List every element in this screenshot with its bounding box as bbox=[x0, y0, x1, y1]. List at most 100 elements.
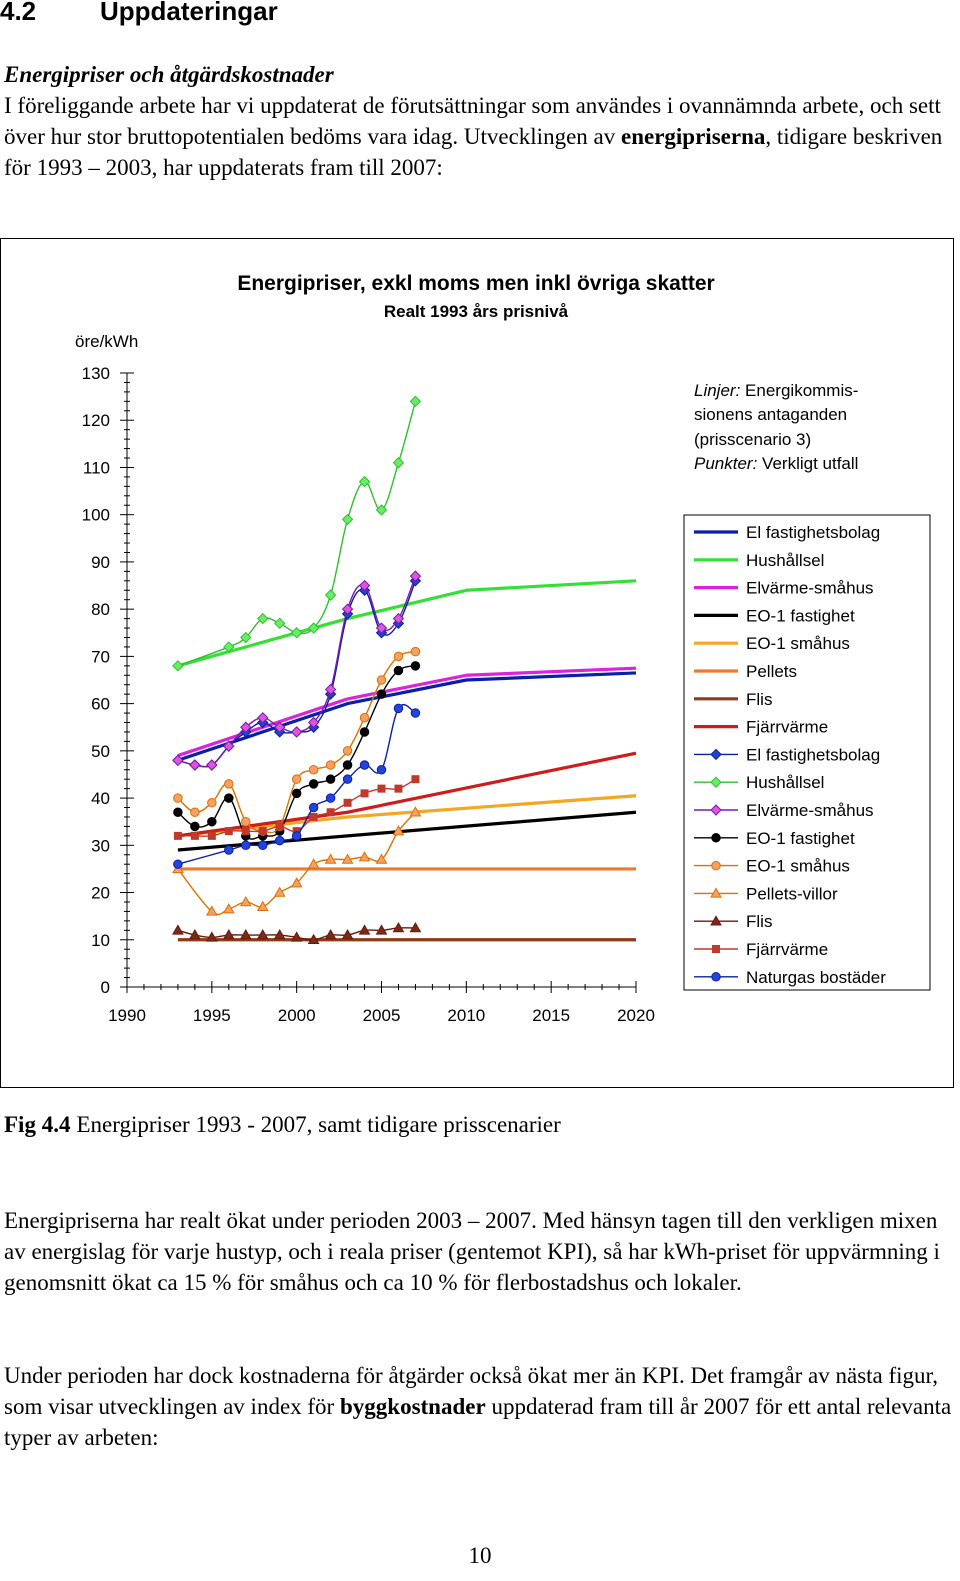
figure-label: Fig 4.4 bbox=[4, 1112, 71, 1137]
para3-text-2: uppdaterad fram till år 2007 för ett ant… bbox=[4, 1394, 952, 1450]
legend-label: Fjärrvärme bbox=[746, 940, 828, 959]
data-point bbox=[410, 661, 421, 671]
figure-caption-text: Energipriser 1993 - 2007, samt tidigare … bbox=[76, 1112, 561, 1137]
data-point bbox=[393, 703, 404, 714]
data-point bbox=[206, 759, 218, 771]
data-point bbox=[291, 831, 302, 841]
y-tick-label: 40 bbox=[91, 789, 110, 808]
data-point bbox=[341, 929, 354, 940]
subheading: Energipriser och åtgärdskostnader bbox=[4, 62, 334, 87]
data-point bbox=[392, 921, 405, 933]
data-point bbox=[240, 631, 252, 644]
data-point bbox=[172, 660, 184, 672]
data-point bbox=[409, 806, 422, 817]
data-point bbox=[308, 779, 319, 789]
legend-label: Hushållsel bbox=[746, 551, 824, 570]
data-point bbox=[290, 726, 303, 738]
section-number: 4.2 bbox=[0, 0, 37, 26]
actual-series-line bbox=[177, 575, 417, 768]
y-tick-label: 70 bbox=[91, 647, 110, 666]
paragraph-construction-costs: Under perioden har dock kostnaderna för … bbox=[4, 1360, 954, 1453]
data-point bbox=[326, 808, 335, 817]
legend-label: Elvärme-småhus bbox=[746, 801, 874, 820]
data-point bbox=[358, 475, 371, 488]
data-point bbox=[207, 798, 217, 808]
intro-bold-term: energipriserna bbox=[621, 124, 766, 149]
data-point bbox=[274, 835, 285, 846]
para3-bold-term: byggkostnader bbox=[339, 1394, 486, 1419]
data-point bbox=[307, 716, 320, 729]
legend-label: Pellets bbox=[746, 662, 797, 681]
data-point bbox=[409, 570, 422, 582]
data-point bbox=[223, 740, 235, 752]
y-tick-label: 120 bbox=[82, 411, 110, 430]
data-point bbox=[207, 831, 216, 840]
scenario-line bbox=[177, 666, 637, 758]
legend-label: Elvärme-småhus bbox=[746, 579, 874, 598]
section-heading: 4.2 Uppdateringar bbox=[0, 0, 278, 27]
data-point bbox=[377, 784, 386, 793]
data-point bbox=[223, 641, 235, 653]
data-point bbox=[343, 798, 352, 807]
data-point bbox=[325, 760, 336, 770]
data-point bbox=[341, 603, 354, 615]
legend-label: El fastighetsbolag bbox=[746, 523, 880, 542]
data-point bbox=[257, 712, 269, 724]
paragraph-price-development: Energipriserna har realt ökat under peri… bbox=[4, 1208, 940, 1295]
data-point bbox=[308, 802, 319, 813]
y-tick-label: 80 bbox=[91, 600, 110, 619]
legend-label: El fastighetsbolag bbox=[746, 745, 880, 764]
data-point bbox=[359, 727, 370, 737]
data-point bbox=[222, 929, 235, 940]
data-point bbox=[224, 793, 234, 803]
scenario-line bbox=[177, 810, 637, 852]
data-point bbox=[375, 924, 388, 935]
data-point bbox=[392, 825, 405, 836]
legend-label: Flis bbox=[746, 690, 772, 709]
scenario-line bbox=[177, 751, 637, 838]
x-tick-label: 2000 bbox=[278, 1006, 316, 1025]
chart-subtitle: Realt 1993 års prisnivå bbox=[384, 302, 569, 321]
x-tick-label: 2020 bbox=[617, 1006, 655, 1025]
chart-legend: El fastighetsbolag Hushållsel Elvärme-småh… bbox=[694, 523, 886, 987]
data-point bbox=[207, 816, 217, 827]
annotation-linjer-text-1: Energikommis- bbox=[745, 381, 858, 400]
legend-label: Naturgas bostäder bbox=[746, 968, 886, 987]
data-point bbox=[273, 617, 286, 630]
energy-price-chart: Energipriser, exkl moms men inkl övriga … bbox=[75, 272, 931, 1025]
svg-text:Linjer: Energikommis-: Linjer: Energikommis- bbox=[694, 381, 858, 400]
x-tick-label: 2015 bbox=[532, 1006, 570, 1025]
data-point bbox=[307, 622, 320, 634]
data-point bbox=[290, 627, 303, 639]
data-point bbox=[173, 807, 183, 817]
data-point bbox=[291, 774, 302, 784]
figure-caption: Fig 4.4 Energipriser 1993 - 2007, samt ti… bbox=[4, 1112, 561, 1138]
legend-label: EO-1 småhus bbox=[746, 857, 850, 876]
para3-text-1: Under perioden har dock kostnaderna för … bbox=[4, 1363, 939, 1419]
data-point bbox=[290, 931, 303, 942]
chart-title: Energipriser, exkl moms men inkl övriga … bbox=[237, 272, 714, 295]
y-tick-label: 20 bbox=[91, 884, 110, 903]
actual-series-line bbox=[177, 580, 417, 768]
data-point bbox=[394, 784, 403, 793]
data-point bbox=[359, 760, 370, 770]
chart-axes: 0 10 20 30 40 50 60 70 80 90 100 110 120 130 1990 1995 2… bbox=[82, 364, 655, 1025]
data-point bbox=[342, 746, 353, 756]
legend-marker-swatch bbox=[711, 833, 721, 843]
x-tick-label: 2010 bbox=[447, 1006, 485, 1025]
data-point bbox=[392, 457, 405, 469]
intro-paragraph: I föreliggande arbete har vi uppdaterat … bbox=[4, 90, 954, 183]
data-point bbox=[241, 827, 250, 836]
y-tick-label: 110 bbox=[83, 458, 110, 477]
y-tick-label: 100 bbox=[82, 506, 110, 525]
data-point bbox=[173, 793, 183, 803]
annotation-punkter-label: Punkter: bbox=[694, 454, 758, 473]
data-point bbox=[256, 900, 269, 911]
chart-frame: Energipriser, exkl moms men inkl övriga … bbox=[0, 238, 954, 1088]
legend-marker-swatch bbox=[711, 972, 721, 982]
data-point bbox=[360, 789, 369, 798]
legend-label: Pellets-villor bbox=[746, 884, 838, 903]
svg-text:Punkter: Verkligt utfall: Punkter: Verkligt utfall bbox=[694, 454, 858, 473]
data-point bbox=[410, 708, 421, 718]
legend-label: EO-1 småhus bbox=[746, 634, 850, 653]
